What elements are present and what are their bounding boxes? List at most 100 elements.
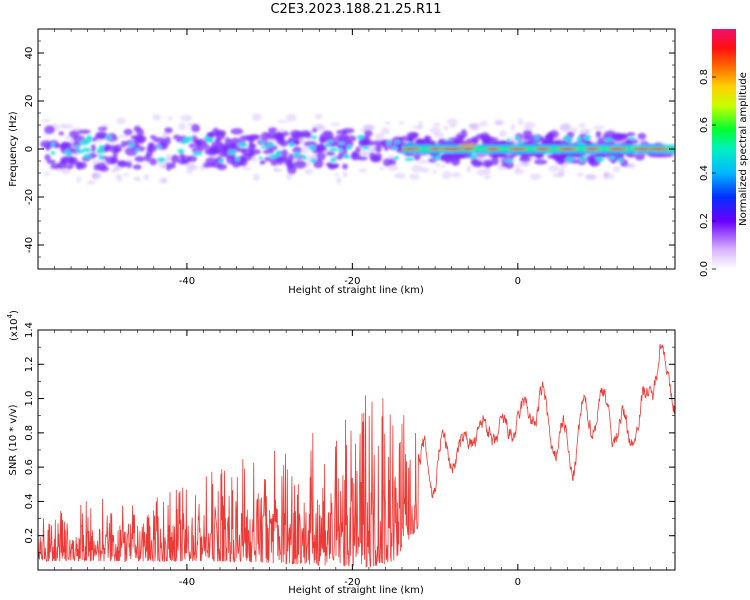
spectrogram-band-blob — [342, 128, 355, 134]
spectrogram-band-blob — [117, 160, 128, 168]
spectrogram-band-blob — [491, 156, 499, 166]
spectrogram-band-blob — [108, 144, 117, 153]
spectrogram-band-blob — [126, 161, 133, 169]
colorbar: 0.0 0.2 0.4 0.6 0.8 Normalized spectral ampl… — [699, 29, 749, 277]
spectrogram-core-blob — [386, 140, 392, 146]
spectrogram-peak-blob — [632, 147, 652, 151]
spectrogram-band-blob — [133, 125, 141, 133]
spectrogram-halo-blob — [315, 113, 323, 120]
spectrogram-halo-blob — [451, 172, 462, 178]
spectrogram-halo-blob — [180, 114, 193, 122]
spectrogram-halo-blob — [336, 176, 342, 185]
spectrogram-halo-blob — [443, 125, 449, 131]
colorbar-tick-label: 0.8 — [699, 69, 710, 85]
spectrogram-halo-blob — [122, 173, 130, 177]
spectrogram-band-blob — [214, 137, 222, 144]
spectrogram-core-blob — [404, 157, 415, 161]
spectrogram-band-blob — [471, 136, 479, 143]
spectrogram-halo-blob — [125, 158, 134, 163]
spectrogram-halo-blob — [441, 164, 446, 168]
spectrogram-halo-blob — [305, 161, 312, 167]
spectrogram-core-blob — [83, 153, 91, 159]
spectrogram-halo-blob — [241, 167, 252, 171]
multiplier-base: (x10 — [9, 318, 20, 341]
spectrogram-halo-blob — [374, 133, 385, 140]
spectrogram-band-blob — [504, 160, 514, 169]
spectrogram-halo-blob — [559, 124, 571, 133]
spectrogram-halo-blob — [178, 122, 186, 131]
spectrogram-halo-blob — [186, 169, 194, 174]
spectrogram-heatmap — [40, 113, 675, 185]
spectrogram-halo-blob — [592, 125, 605, 130]
spectrogram-core-blob — [192, 152, 203, 156]
spectrogram-band-blob — [93, 163, 101, 171]
spectrogram-band-blob — [206, 132, 214, 138]
spectrogram-band-blob — [260, 132, 270, 141]
spectrogram-band-blob — [72, 141, 82, 148]
spectrogram-band-blob — [329, 164, 339, 169]
spectrogram-band-blob — [149, 157, 158, 166]
spectrogram-band-blob — [209, 162, 216, 168]
spectrogram-band-blob — [148, 143, 154, 153]
spectrogram-band-blob — [617, 133, 630, 139]
spectrogram-band-blob — [335, 134, 344, 142]
spectrogram-core-blob — [129, 142, 135, 147]
chart-title: C2E3.2023.188.21.25.R11 — [270, 2, 442, 17]
spectrogram-band-blob — [98, 165, 109, 172]
spectrogram-halo-blob — [384, 121, 392, 125]
spectrogram-core-blob — [105, 135, 113, 140]
snr-y-tick-label: 1.2 — [24, 356, 35, 372]
spectrogram-halo-blob — [446, 118, 458, 126]
spectrogram-y-tick-label: -20 — [24, 189, 35, 205]
snr-panel: -40 -20 0 0.2 0.4 0.6 0.8 1.0 1.2 1.4 Height of s… — [6, 310, 676, 596]
spectrogram-x-tick-label: -20 — [344, 276, 360, 287]
spectrogram-band-blob — [259, 160, 266, 165]
spectrogram-halo-blob — [387, 164, 399, 171]
spectrogram-band-blob — [73, 135, 86, 143]
spectrogram-core-blob — [157, 157, 166, 162]
spectrogram-core-blob — [435, 155, 440, 161]
spectrogram-halo-blob — [429, 126, 441, 135]
spectrogram-band-blob — [351, 150, 359, 159]
spectrogram-peak-blob — [461, 147, 475, 151]
spectrogram-halo-blob — [476, 168, 487, 176]
spectrogram-y-tick-label: 40 — [24, 47, 35, 60]
spectrogram-halo-blob — [578, 123, 586, 128]
spectrogram-core-blob — [184, 136, 194, 141]
spectrogram-band-blob — [315, 143, 326, 151]
spectrogram-band-blob — [97, 126, 108, 131]
spectrogram-band-blob — [177, 159, 189, 165]
snr-x-tick-label: -40 — [179, 577, 195, 588]
spectrogram-band-blob — [76, 161, 88, 169]
spectrogram-halo-blob — [117, 134, 129, 138]
spectrogram-band-blob — [120, 140, 126, 148]
spectrogram-band-blob — [248, 137, 254, 146]
spectrogram-peak-blob — [647, 147, 670, 151]
spectrogram-band-blob — [268, 127, 278, 133]
spectrogram-halo-blob — [467, 123, 479, 128]
spectrogram-halo-blob — [92, 172, 100, 180]
spectrogram-band-blob — [44, 125, 55, 135]
spectrogram-halo-blob — [286, 113, 297, 122]
spectrogram-band-blob — [370, 155, 379, 163]
spectrogram-core-blob — [583, 136, 590, 141]
spectrogram-core-blob — [81, 147, 92, 153]
spectrogram-core-blob — [343, 154, 350, 159]
spectrogram-peak-blob — [439, 147, 464, 151]
spectrogram-band-blob — [289, 130, 302, 138]
spectrogram-core-blob — [324, 144, 331, 147]
spectrogram-core-blob — [329, 147, 339, 152]
spectrogram-halo-blob — [277, 120, 288, 124]
spectrogram-core-blob — [604, 137, 613, 143]
spectrogram-halo-blob — [158, 163, 167, 169]
spectrogram-band-blob — [603, 130, 617, 140]
spectrogram-halo-blob — [584, 174, 597, 179]
snr-y-tick-label: 0.6 — [24, 459, 35, 475]
spectrogram-band-blob — [355, 146, 361, 153]
spectrogram-band-blob — [303, 141, 317, 147]
spectrogram-band-blob — [191, 124, 201, 133]
spectrogram-halo-blob — [60, 167, 71, 175]
spectrogram-band-blob — [637, 132, 647, 140]
spectrogram-y-tick-label: -40 — [24, 237, 35, 253]
